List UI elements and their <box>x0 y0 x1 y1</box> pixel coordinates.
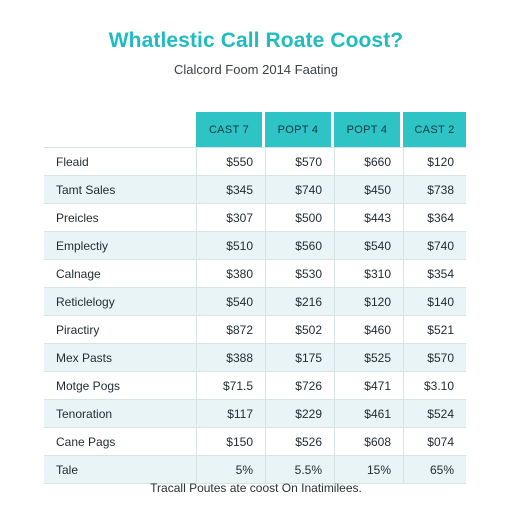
row-label: Preicles <box>56 210 99 225</box>
table-cell: $502 <box>265 316 334 343</box>
table-cell: $443 <box>334 204 403 231</box>
table-row: Emplectiy $510 $560 $540 $740 <box>44 231 466 259</box>
table-cell: $120 <box>334 288 403 315</box>
table-cell: $526 <box>265 428 334 455</box>
table-cell: $175 <box>265 344 334 371</box>
table-row: Motge Pogs $71.5 $726 $471 $3.10 <box>44 371 466 399</box>
table-cell: 15% <box>334 456 403 483</box>
table-cell: $140 <box>403 288 466 315</box>
column-header: POPT 4 <box>265 112 331 147</box>
table-cell: $345 <box>196 176 265 203</box>
row-label: Reticlelogy <box>56 294 115 309</box>
row-label: Fleaid <box>56 154 89 169</box>
table-cell: $726 <box>265 372 334 399</box>
table-cell: $364 <box>403 204 466 231</box>
table-cell: $550 <box>196 148 265 175</box>
table-cell: $216 <box>265 288 334 315</box>
table-cell: $117 <box>196 400 265 427</box>
table-cell: $510 <box>196 232 265 259</box>
table-cell: $521 <box>403 316 466 343</box>
table-cell: $150 <box>196 428 265 455</box>
table-row: Tale 5% 5.5% 15% 65% <box>44 455 466 484</box>
table-row: Calnage $380 $530 $310 $354 <box>44 259 466 287</box>
table-cell: $460 <box>334 316 403 343</box>
page-title: Whatlestic Call Roate Coost? <box>108 29 404 52</box>
table-cell: $380 <box>196 260 265 287</box>
row-label: Calnage <box>56 266 101 281</box>
row-label: Cane Pags <box>56 434 116 449</box>
column-header: CAST 2 <box>403 112 466 147</box>
row-label: Mex Pasts <box>56 350 113 365</box>
footer-note: Tracall Poutes ate coost On Inatimilees. <box>150 481 362 495</box>
table-cell: $524 <box>403 400 466 427</box>
table-row: Piractiry $872 $502 $460 $521 <box>44 315 466 343</box>
table-cell: $120 <box>403 148 466 175</box>
table-cell: $310 <box>334 260 403 287</box>
row-label: Tenoration <box>56 406 113 421</box>
table-cell: $71.5 <box>196 372 265 399</box>
row-label: Tamt Sales <box>56 182 116 197</box>
table-row: Tamt Sales $345 $740 $450 $738 <box>44 175 466 203</box>
table-header-row: CAST 7 POPT 4 POPT 4 CAST 2 <box>44 112 466 147</box>
table-cell: $229 <box>265 400 334 427</box>
table-row: Mex Pasts $388 $175 $525 $570 <box>44 343 466 371</box>
table-cell: $074 <box>403 428 466 455</box>
table-cell: $560 <box>265 232 334 259</box>
table-cell: $500 <box>265 204 334 231</box>
table-row: Cane Pags $150 $526 $608 $074 <box>44 427 466 455</box>
table-cell: $450 <box>334 176 403 203</box>
table-cell: $307 <box>196 204 265 231</box>
table-cell: $461 <box>334 400 403 427</box>
table-row: Fleaid $550 $570 $660 $120 <box>44 147 466 175</box>
table-cell: $570 <box>403 344 466 371</box>
column-header: POPT 4 <box>334 112 400 147</box>
table-cell: $540 <box>334 232 403 259</box>
column-header: CAST 7 <box>196 112 262 147</box>
table-cell: $540 <box>196 288 265 315</box>
table-cell: $872 <box>196 316 265 343</box>
table-cell: $525 <box>334 344 403 371</box>
table-cell: $608 <box>334 428 403 455</box>
table-cell: 65% <box>403 456 466 483</box>
table-cell: $740 <box>265 176 334 203</box>
page-subtitle: Clalcord Foom 2014 Faating <box>173 62 339 77</box>
table-cell: $3.10 <box>403 372 466 399</box>
row-label: Piractiry <box>56 322 100 337</box>
row-label: Tale <box>56 462 79 477</box>
table-cell: $570 <box>265 148 334 175</box>
table-cell: 5% <box>196 456 265 483</box>
table-cell: $660 <box>334 148 403 175</box>
table-cell: $740 <box>403 232 466 259</box>
table-cell: $530 <box>265 260 334 287</box>
row-label: Emplectiy <box>56 238 109 253</box>
table-cell: 5.5% <box>265 456 334 483</box>
table-row: Preicles $307 $500 $443 $364 <box>44 203 466 231</box>
table-row: Tenoration $117 $229 $461 $524 <box>44 399 466 427</box>
table-cell: $388 <box>196 344 265 371</box>
header-spacer <box>44 112 196 147</box>
table-row: Reticlelogy $540 $216 $120 $140 <box>44 287 466 315</box>
row-label: Motge Pogs <box>56 378 121 393</box>
cost-table: CAST 7 POPT 4 POPT 4 CAST 2 Fleaid $550 … <box>44 112 466 484</box>
table-cell: $471 <box>334 372 403 399</box>
table-cell: $354 <box>403 260 466 287</box>
table-cell: $738 <box>403 176 466 203</box>
